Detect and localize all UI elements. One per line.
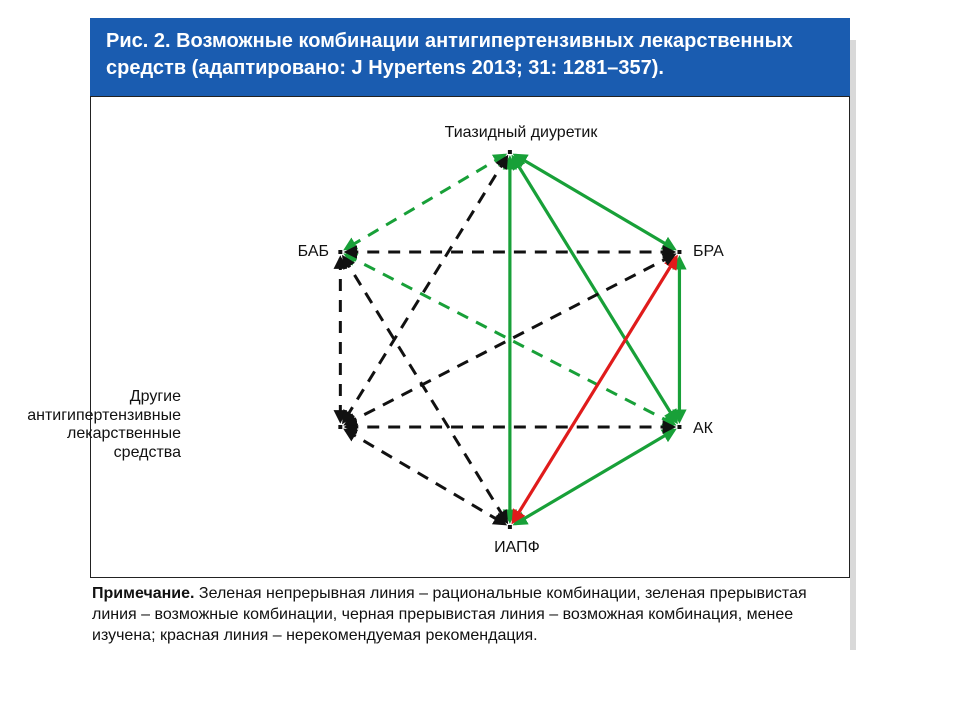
node-label-ak: АК	[693, 420, 743, 438]
node-bra	[677, 250, 681, 254]
node-label-bra: БРА	[693, 243, 753, 261]
figure-footnote: Примечание. Зеленая непрерывная линия – …	[90, 578, 850, 646]
node-label-iapf: ИАПФ	[487, 539, 547, 557]
node-iapf	[508, 525, 512, 529]
hexagon-network-diagram	[91, 97, 849, 577]
node-bab	[338, 250, 342, 254]
page: Рис. 2. Возможные комбинации антигиперте…	[0, 0, 960, 720]
figure-panel: Рис. 2. Возможные комбинации антигиперте…	[90, 18, 850, 646]
edge-thiazide-bab	[346, 155, 505, 249]
node-label-other: Другие антигипертензивные лекарственные …	[0, 388, 181, 462]
footnote-label: Примечание.	[92, 585, 194, 602]
edge-other-iapf	[346, 430, 505, 524]
node-label-bab: БАБ	[284, 243, 329, 261]
node-other	[338, 425, 342, 429]
diagram-container: Тиазидный диуретикБРААКИАПФДругие антиги…	[90, 96, 850, 578]
node-label-thiazide: Тиазидный диуретик	[431, 124, 611, 142]
figure-title: Рис. 2. Возможные комбинации антигиперте…	[90, 18, 850, 96]
node-ak	[677, 425, 681, 429]
panel-shadow	[850, 40, 856, 650]
footnote-text: Зеленая непрерывная линия – рациональные…	[92, 585, 807, 644]
node-thiazide	[508, 150, 512, 154]
